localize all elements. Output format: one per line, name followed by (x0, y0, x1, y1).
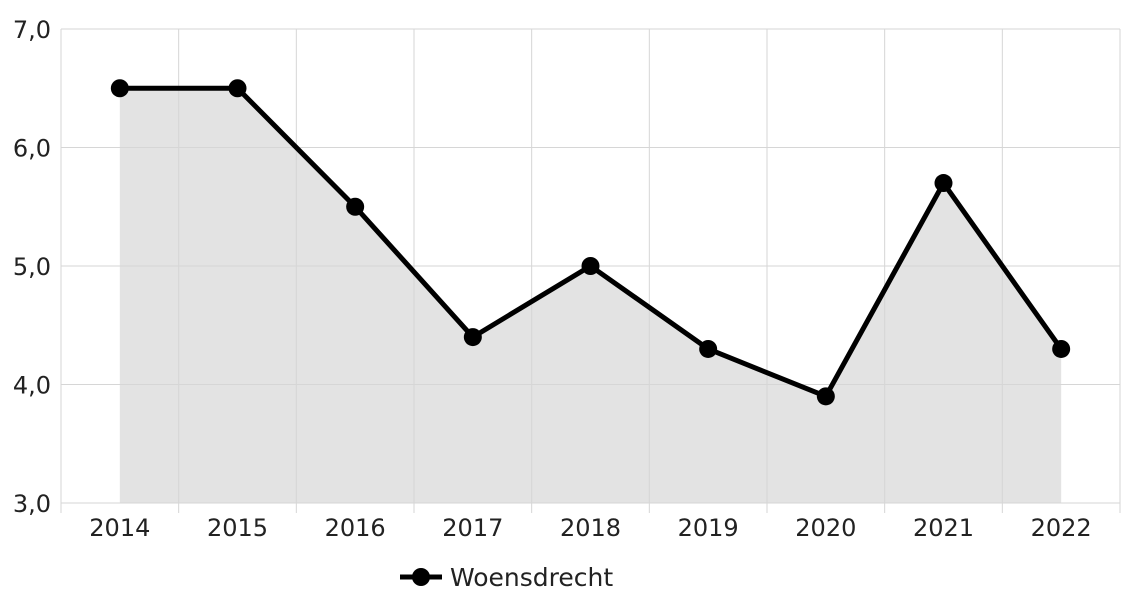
x-tick-label: 2022 (1031, 514, 1092, 542)
x-tick-label: 2019 (678, 514, 739, 542)
x-tick-label: 2016 (325, 514, 386, 542)
data-point (110, 79, 129, 98)
area-fill (119, 88, 1062, 503)
data-point (463, 328, 482, 347)
data-point (581, 257, 600, 275)
y-tick-label: 7,0 (13, 16, 51, 44)
data-points-layer (110, 79, 1071, 406)
data-point (816, 387, 835, 406)
y-tick-label: 4,0 (13, 372, 51, 400)
x-tick-label: 2017 (442, 514, 503, 542)
x-tick-label: 2014 (89, 514, 150, 542)
legend: Woensdrecht (400, 563, 613, 592)
x-tick-label: 2018 (560, 514, 621, 542)
data-point (228, 79, 247, 98)
data-point (699, 339, 718, 358)
x-tick-label: 2015 (207, 514, 268, 542)
legend-label: Woensdrecht (450, 563, 613, 592)
grid-layer (60, 28, 1121, 513)
x-tick-label: 2020 (795, 514, 856, 542)
x-axis: 2014 2015 2016 2017 2018 2019 2020 2021 2022 (89, 514, 1091, 542)
data-point (1052, 339, 1071, 358)
y-tick-label: 6,0 (13, 135, 51, 163)
data-point (346, 197, 365, 216)
y-tick-label: 5,0 (13, 253, 51, 281)
data-point (934, 174, 953, 193)
legend-marker-icon (412, 568, 430, 586)
x-tick-label: 2021 (913, 514, 974, 542)
y-tick-label: 3,0 (13, 490, 51, 518)
y-axis: 3,0 4,0 5,0 6,0 7,0 (13, 16, 51, 518)
area-fill-layer (119, 88, 1062, 503)
